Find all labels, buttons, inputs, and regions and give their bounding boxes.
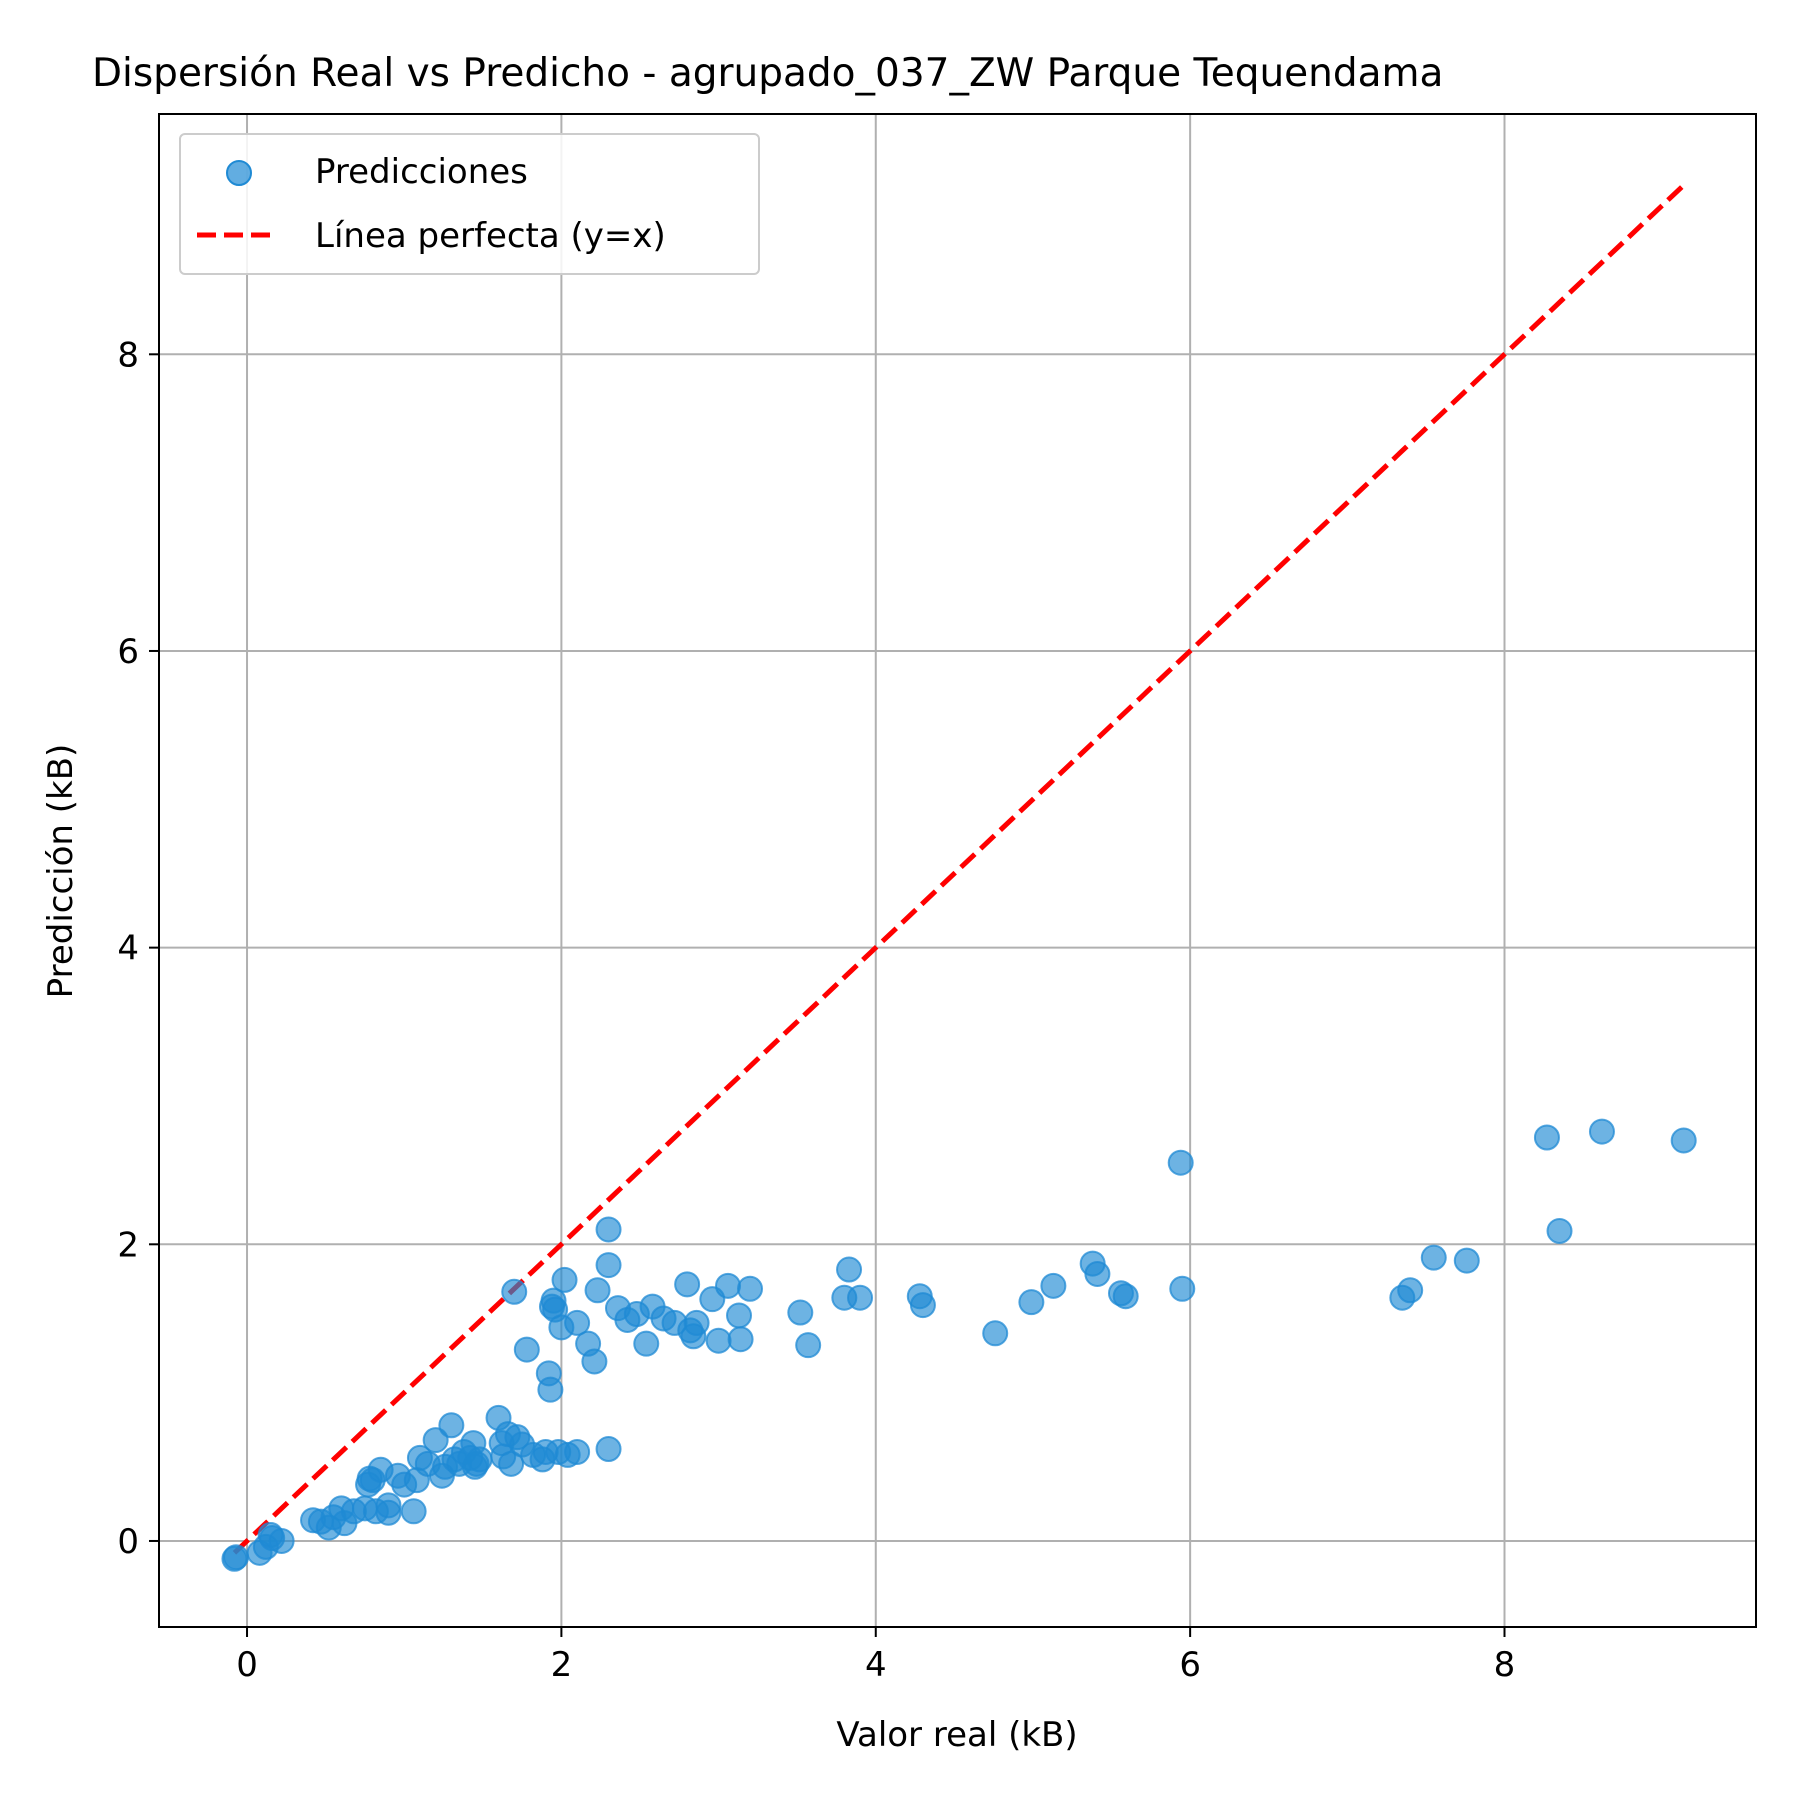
data-point: [674, 1271, 701, 1298]
data-point: [1167, 1149, 1194, 1176]
points-layer: [221, 1118, 1697, 1572]
y-tick-label: 0: [117, 1522, 139, 1562]
data-point: [268, 1527, 295, 1554]
data-point: [683, 1309, 710, 1336]
data-point: [1588, 1118, 1615, 1145]
data-point: [1670, 1127, 1697, 1154]
data-point: [466, 1446, 493, 1473]
perfect-line: [232, 183, 1686, 1555]
data-point: [375, 1492, 402, 1519]
data-point: [715, 1272, 742, 1299]
legend: Predicciones Línea perfecta (y=x): [179, 133, 760, 275]
x-axis-ticks: 0 2 4 6 8: [236, 1627, 1515, 1685]
data-point: [1169, 1275, 1196, 1302]
data-point: [564, 1438, 591, 1465]
chart-title: Dispersión Real vs Predicho - agrupado_0…: [92, 51, 1443, 96]
data-point: [513, 1336, 540, 1363]
data-point: [1084, 1260, 1111, 1287]
data-point: [595, 1436, 622, 1462]
data-point: [909, 1292, 936, 1319]
data-point: [847, 1284, 874, 1311]
legend-label-linea-perfecta: Línea perfecta (y=x): [315, 216, 666, 256]
data-point: [498, 1450, 525, 1477]
data-point: [1533, 1124, 1560, 1151]
data-point: [1546, 1217, 1573, 1244]
y-tick-label: 2: [117, 1225, 139, 1265]
data-point: [787, 1299, 814, 1326]
data-point: [595, 1252, 622, 1279]
data-point: [438, 1412, 465, 1439]
line-layer: [232, 183, 1686, 1555]
grid: [159, 114, 1756, 1627]
data-point: [595, 1216, 622, 1243]
y-tick-label: 8: [117, 335, 139, 375]
data-point: [836, 1256, 863, 1283]
data-point: [564, 1309, 591, 1336]
x-axis-label: Valor real (kB): [836, 1715, 1077, 1755]
data-point: [727, 1326, 754, 1353]
legend-label-predicciones: Predicciones: [315, 152, 528, 192]
x-tick-label: 8: [1494, 1645, 1516, 1685]
data-point: [223, 1544, 250, 1571]
data-point: [1453, 1247, 1480, 1274]
data-point: [726, 1302, 753, 1329]
legend-box: [179, 133, 760, 275]
data-point: [633, 1330, 660, 1357]
x-tick-label: 0: [236, 1645, 258, 1685]
x-tick-label: 6: [1179, 1645, 1201, 1685]
y-axis-label: Predicción (kB): [41, 744, 81, 999]
x-tick-label: 4: [865, 1645, 887, 1685]
y-axis-ticks: 0 2 4 6 8: [117, 335, 159, 1562]
plot-frame: [158, 113, 1757, 1628]
y-tick-label: 6: [117, 632, 139, 672]
data-point: [400, 1498, 427, 1525]
data-point: [982, 1320, 1009, 1347]
data-point: [501, 1278, 528, 1305]
data-point: [795, 1332, 822, 1359]
data-point: [551, 1266, 578, 1293]
data-point: [737, 1275, 764, 1302]
data-point: [1112, 1283, 1139, 1310]
data-point: [537, 1376, 564, 1403]
data-point: [705, 1327, 732, 1354]
y-tick-label: 4: [117, 929, 139, 969]
data-point: [422, 1427, 449, 1454]
x-tick-label: 2: [551, 1645, 573, 1685]
data-point: [1397, 1277, 1424, 1304]
data-point: [1420, 1244, 1447, 1271]
data-point: [581, 1348, 608, 1375]
data-point: [584, 1277, 611, 1304]
data-point: [1018, 1289, 1045, 1316]
data-point: [1040, 1272, 1067, 1299]
legend-marker-predicciones: [226, 160, 252, 186]
